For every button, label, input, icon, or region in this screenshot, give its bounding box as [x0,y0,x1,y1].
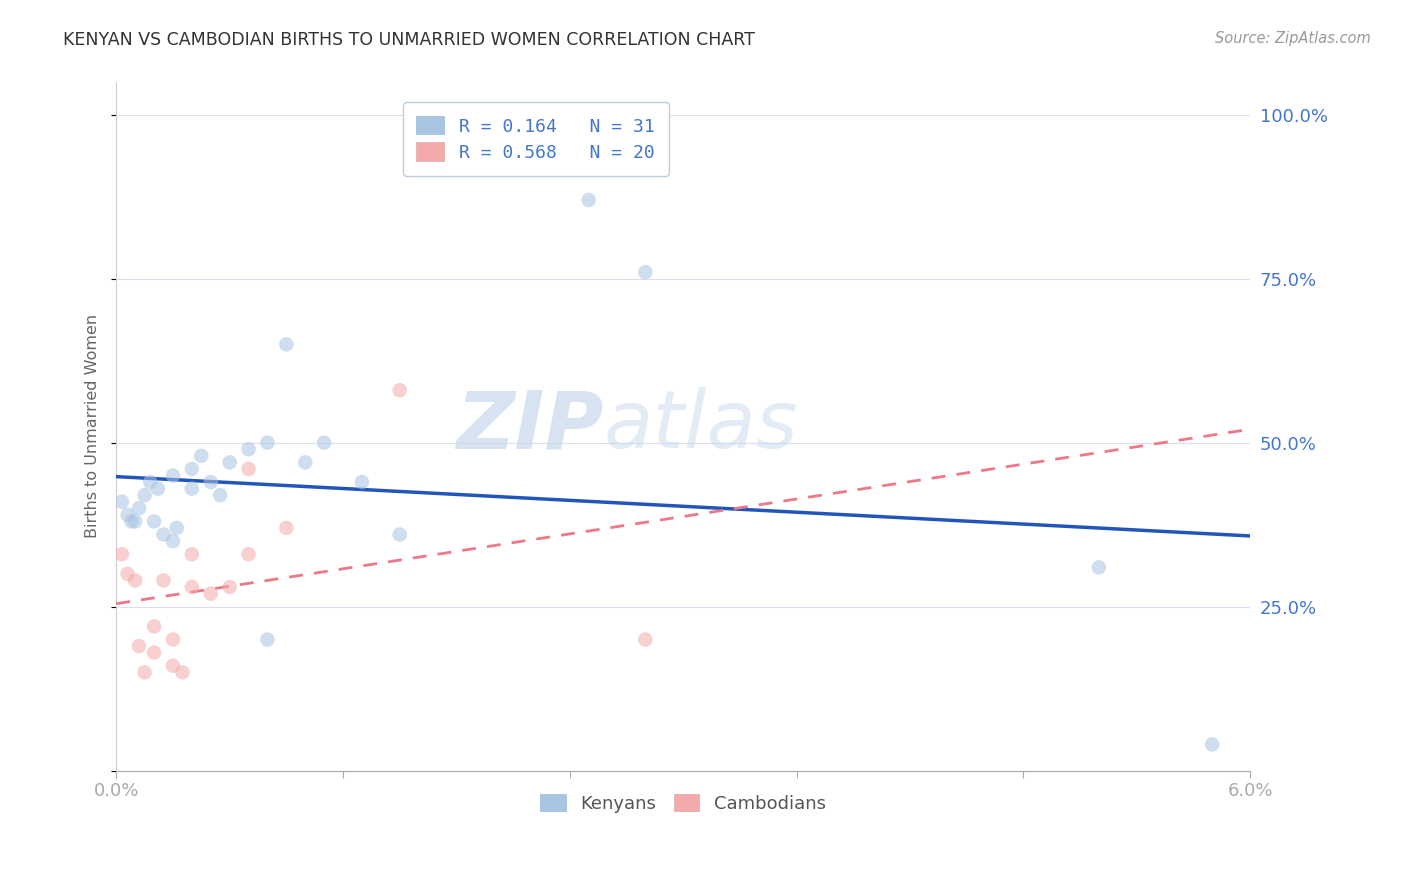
Text: Source: ZipAtlas.com: Source: ZipAtlas.com [1215,31,1371,46]
Point [218,455,240,469]
Point [180,547,202,561]
Point [139,475,162,489]
Point [314,435,336,450]
Point [128,639,150,653]
Point [294,455,316,469]
Point [180,462,202,476]
Point [634,632,657,647]
Point [124,515,146,529]
Point [162,534,184,549]
Point [162,468,184,483]
Point [143,619,166,633]
Point [146,482,169,496]
Point [111,494,134,508]
Legend: Kenyans, Cambodians: Kenyans, Cambodians [530,783,837,823]
Point [218,580,240,594]
Point [143,646,166,660]
Point [238,462,260,476]
Point [120,515,142,529]
Point [180,482,202,496]
Point [172,665,194,680]
Point [1201,738,1223,752]
Point [180,580,202,594]
Text: ZIP: ZIP [457,387,603,466]
Point [143,515,166,529]
Point [238,442,260,457]
Point [200,475,222,489]
Y-axis label: Births to Unmarried Women: Births to Unmarried Women [86,314,100,539]
Point [256,632,278,647]
Point [162,658,184,673]
Point [134,665,156,680]
Point [134,488,156,502]
Point [634,265,657,279]
Point [276,521,298,535]
Text: atlas: atlas [603,387,799,466]
Point [111,547,134,561]
Point [162,632,184,647]
Point [578,193,600,207]
Point [152,527,174,541]
Point [190,449,212,463]
Point [388,383,411,397]
Point [256,435,278,450]
Point [276,337,298,351]
Point [238,547,260,561]
Point [350,475,373,489]
Point [117,566,139,581]
Point [117,508,139,522]
Point [200,586,222,600]
Point [128,501,150,516]
Point [152,574,174,588]
Text: KENYAN VS CAMBODIAN BIRTHS TO UNMARRIED WOMEN CORRELATION CHART: KENYAN VS CAMBODIAN BIRTHS TO UNMARRIED … [63,31,755,49]
Point [1088,560,1111,574]
Point [209,488,232,502]
Point [166,521,188,535]
Point [124,574,146,588]
Point [388,527,411,541]
